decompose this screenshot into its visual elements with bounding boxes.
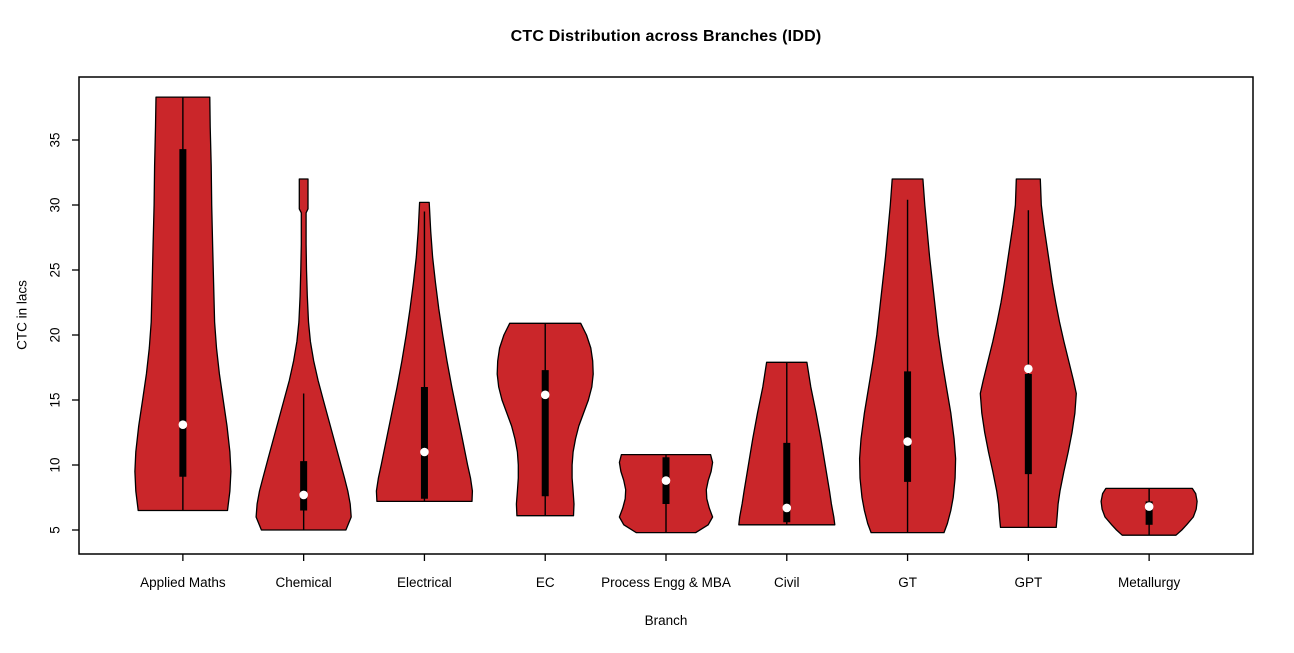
y-tick-label: 15	[48, 392, 63, 407]
median-dot-ec	[540, 390, 550, 400]
x-tick-label-gt: GT	[898, 575, 917, 590]
median-dot-metallurgy	[1144, 502, 1154, 511]
median-dot-applied-maths	[178, 420, 188, 430]
x-axis-label: Branch	[644, 613, 688, 628]
x-tick-label-metallurgy: Metallurgy	[1118, 575, 1181, 590]
x-tick-label-ec: EC	[536, 575, 555, 590]
median-dot-electrical	[420, 447, 429, 457]
median-dot-process-engg-mba	[661, 476, 671, 485]
x-tick-label-electrical: Electrical	[397, 575, 452, 590]
y-tick-label: 30	[48, 197, 63, 212]
y-tick-label: 35	[48, 132, 63, 147]
median-dot-chemical	[299, 490, 308, 500]
median-dot-gpt	[1024, 364, 1033, 374]
y-tick-label: 10	[48, 457, 63, 472]
median-dot-gt	[903, 437, 912, 446]
y-tick-label: 25	[48, 262, 63, 277]
chart-title: CTC Distribution across Branches (IDD)	[510, 28, 822, 45]
x-tick-label-civil: Civil	[774, 575, 800, 590]
x-tick-label-chemical: Chemical	[276, 575, 332, 590]
x-tick-label-process-engg-mba: Process Engg & MBA	[601, 575, 731, 590]
x-tick-label-applied-maths: Applied Maths	[140, 575, 226, 590]
x-tick-label-gpt: GPT	[1014, 575, 1042, 590]
median-dot-civil	[782, 503, 792, 513]
y-tick-label: 20	[48, 327, 63, 342]
violin-chemical	[255, 178, 352, 531]
y-tick-label: 5	[48, 526, 63, 534]
